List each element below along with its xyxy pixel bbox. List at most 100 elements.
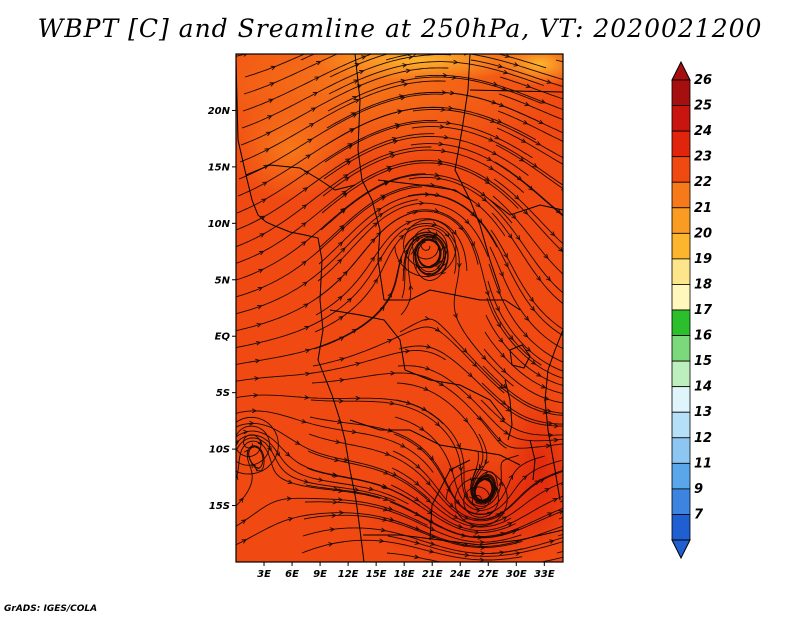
colorbar-label: 23 — [694, 150, 712, 165]
streamline-arrow — [484, 471, 490, 476]
streamline — [561, 467, 563, 469]
streamline-arrow — [394, 123, 401, 128]
streamline-arrow — [503, 69, 509, 75]
streamline-arrow — [309, 122, 315, 128]
streamline — [498, 93, 563, 121]
lon-tick-label: 6E — [285, 569, 299, 580]
streamline-arrow — [496, 436, 502, 442]
streamline-arrow — [451, 75, 457, 80]
grads-credit: GrADS: IGES/COLA — [4, 604, 98, 614]
colorbar-label: 16 — [694, 329, 712, 344]
streamline — [578, 196, 592, 203]
lon-tick-label: 21E — [422, 569, 443, 580]
lake-tanganyika — [504, 379, 513, 441]
warm-zone-northwest — [236, 100, 350, 200]
streamline — [480, 399, 563, 436]
streamline-arrow — [412, 209, 419, 215]
streamline-arrow — [494, 134, 500, 140]
streamline-arrow — [516, 175, 523, 181]
streamline-arrow — [392, 471, 398, 477]
streamline — [236, 159, 429, 264]
streamline-arrow — [346, 297, 353, 303]
streamline-arrow — [524, 101, 530, 107]
streamline-arrow — [257, 440, 263, 446]
streamline-arrow — [301, 222, 307, 228]
streamline-arrow — [556, 208, 562, 214]
streamline-arrow — [387, 506, 394, 511]
streamline-arrow — [414, 496, 420, 502]
streamline — [312, 326, 505, 394]
streamline — [237, 106, 441, 197]
streamline-arrow — [479, 557, 485, 562]
lon-tick-label: 30E — [506, 569, 527, 580]
streamline-arrow — [287, 516, 294, 522]
streamline-arrow — [387, 427, 393, 433]
streamline — [574, 264, 590, 274]
streamline — [479, 416, 563, 449]
streamline-arrow — [389, 516, 395, 522]
streamline-arrow — [449, 90, 456, 96]
streamline-arrow — [312, 92, 319, 97]
streamline-arrow — [425, 480, 431, 486]
streamline — [236, 227, 407, 349]
streamline-arrow — [480, 191, 486, 197]
streamline-arrow — [257, 286, 264, 292]
streamline — [236, 212, 414, 332]
streamline — [322, 149, 524, 197]
streamline-arrow — [340, 247, 346, 253]
streamline — [389, 501, 563, 539]
streamline-arrow — [258, 250, 265, 256]
streamline-arrow — [437, 161, 444, 166]
streamline — [572, 298, 592, 308]
streamline-arrow — [241, 539, 248, 544]
streamline — [404, 231, 449, 281]
streamline — [236, 199, 419, 315]
streamline — [304, 501, 522, 543]
streamline-arrow — [429, 541, 436, 546]
streamline-arrow — [484, 290, 490, 297]
border-12 — [429, 459, 471, 541]
streamline — [488, 263, 563, 363]
streamline-arrow — [339, 357, 346, 362]
colorbar-label: 24 — [694, 124, 712, 139]
streamline-arrow — [238, 497, 244, 503]
streamline-arrow — [546, 79, 552, 84]
colorbar-label: 9 — [694, 482, 703, 497]
streamline-arrow — [386, 165, 392, 171]
lat-tick-label: EQ — [215, 332, 231, 343]
streamline-arrow — [453, 313, 458, 319]
lat-tick-label: 10S — [209, 445, 230, 456]
streamline-arrow — [507, 522, 513, 527]
streamline-arrow — [258, 268, 264, 274]
streamline-arrow — [253, 392, 259, 398]
streamline-arrow — [465, 564, 469, 568]
streamline-arrow — [575, 192, 580, 196]
border-8 — [329, 309, 406, 371]
streamline-arrow — [303, 479, 310, 484]
streamline-arrow — [463, 54, 469, 56]
streamline-arrow — [484, 176, 490, 181]
colorbar-swatch — [671, 130, 691, 158]
streamline — [393, 433, 562, 516]
lat-tick-label: 15S — [209, 501, 230, 512]
border-7 — [384, 289, 521, 311]
streamline-arrow — [305, 371, 311, 377]
streamline-arrow — [338, 510, 345, 516]
streamline-arrow — [540, 384, 547, 389]
streamline — [558, 516, 563, 520]
streamline — [236, 133, 435, 231]
colorbar-label: 13 — [694, 405, 712, 420]
streamline-arrow — [256, 322, 262, 328]
streamline-arrow — [351, 429, 358, 435]
streamline — [398, 345, 563, 427]
streamline — [323, 136, 529, 180]
streamline-arrow — [267, 115, 273, 120]
streamline-arrow — [236, 440, 240, 446]
streamline-arrow — [307, 138, 313, 144]
streamline — [573, 281, 593, 292]
streamline-arrow — [340, 207, 346, 213]
streamline-arrow — [303, 303, 309, 308]
streamline-arrow — [333, 473, 339, 478]
streamline — [400, 235, 445, 316]
streamline-arrow — [382, 506, 389, 512]
